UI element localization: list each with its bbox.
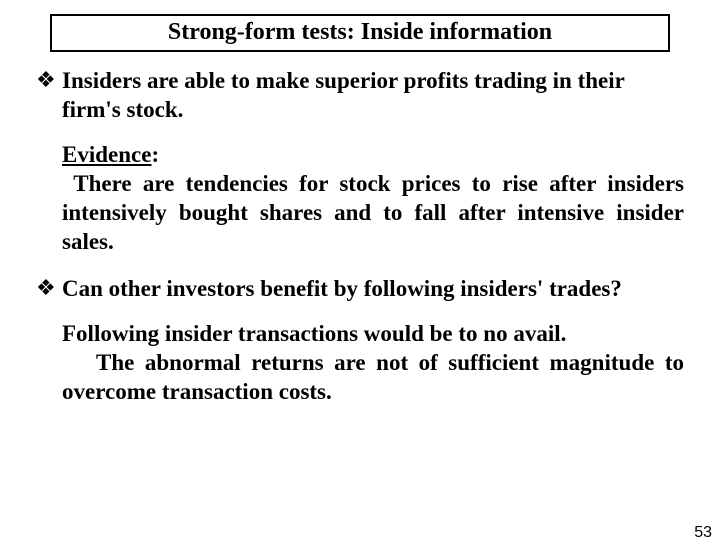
diamond-bullet-icon: ❖ bbox=[36, 274, 62, 303]
evidence-body: There are tendencies for stock prices to… bbox=[62, 169, 684, 256]
bullet-item: ❖ Insiders are able to make superior pro… bbox=[36, 66, 684, 124]
slide-content: ❖ Insiders are able to make superior pro… bbox=[0, 52, 720, 406]
follow-line-1: Following insider transactions would be … bbox=[62, 319, 684, 348]
slide-title-box: Strong-form tests: Inside information bbox=[50, 14, 670, 52]
bullet-text: Insiders are able to make superior profi… bbox=[62, 66, 684, 124]
evidence-heading-line: Evidence: bbox=[62, 140, 684, 169]
diamond-bullet-icon: ❖ bbox=[36, 66, 62, 124]
bullet-item: ❖ Can other investors benefit by followi… bbox=[36, 274, 684, 303]
bullet-text: Can other investors benefit by following… bbox=[62, 274, 622, 303]
page-number: 53 bbox=[694, 524, 712, 542]
follow-rest: The abnormal returns are not of sufficie… bbox=[62, 348, 684, 406]
follow-block: Following insider transactions would be … bbox=[62, 319, 684, 406]
evidence-colon: : bbox=[151, 142, 159, 167]
slide-title: Strong-form tests: Inside information bbox=[168, 19, 552, 45]
evidence-block: Evidence: There are tendencies for stock… bbox=[62, 140, 684, 256]
evidence-label: Evidence bbox=[62, 142, 151, 167]
